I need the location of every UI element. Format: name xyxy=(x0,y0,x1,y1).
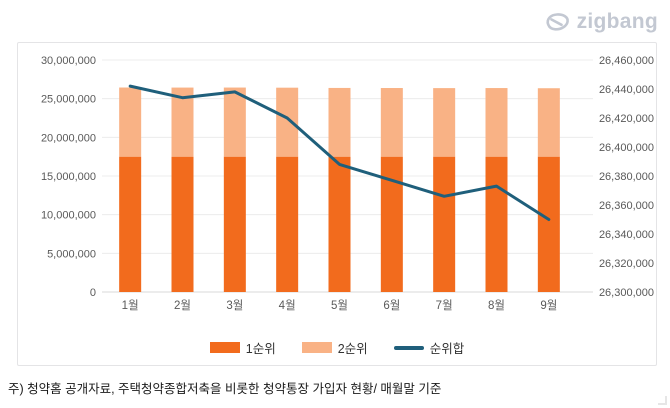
y-axis-right-tick: 26,420,000 xyxy=(599,113,654,125)
y-axis-left-tick: 10,000,000 xyxy=(41,210,96,222)
legend-label: 2순위 xyxy=(337,342,368,356)
y-axis-left-tick: 30,000,000 xyxy=(41,55,96,67)
x-axis-tick: 5월 xyxy=(331,299,348,312)
bar-segment-1순위 xyxy=(380,156,403,292)
subscription-combo-chart: 0 5,000,000 10,000,000 15,000,000 20,000,000… xyxy=(41,55,654,312)
y-axis-left-tick: 20,000,000 xyxy=(41,132,96,144)
bar-segment-2순위 xyxy=(223,87,246,157)
line-series-순위합 xyxy=(128,84,551,221)
x-axis-tick: 8월 xyxy=(488,299,505,312)
y-axis-right-tick: 26,320,000 xyxy=(599,258,654,270)
source-note: 주) 청약홈 공개자료, 주택청약종합저축을 비롯한 청약통장 가입자 현황/ … xyxy=(8,382,442,396)
y-axis-left-tick: 5,000,000 xyxy=(47,248,96,260)
legend-bar-swatch xyxy=(301,342,332,353)
y-axis-left-tick: 15,000,000 xyxy=(41,171,96,183)
bar-segment-2순위 xyxy=(537,88,560,157)
x-axis-tick: 2월 xyxy=(174,299,191,312)
bar-segment-1순위 xyxy=(171,156,194,292)
x-axis-tick: 4월 xyxy=(279,299,296,312)
y-axis-right-tick: 26,400,000 xyxy=(599,142,654,154)
legend-label: 1순위 xyxy=(245,342,276,356)
legend-item-2순위: 2순위 xyxy=(301,338,368,357)
bar-segment-2순위 xyxy=(119,87,142,157)
chart-card: 0 5,000,000 10,000,000 15,000,000 20,000,000… xyxy=(17,42,657,366)
y-axis-right-tick: 26,340,000 xyxy=(599,229,654,241)
bar-segment-1순위 xyxy=(119,156,142,292)
bar-segment-1순위 xyxy=(485,156,508,292)
bar-segment-2순위 xyxy=(276,87,299,157)
bar-segment-2순위 xyxy=(171,87,194,157)
resize-handle[interactable] xyxy=(658,396,667,405)
bar-segment-1순위 xyxy=(276,156,299,292)
x-axis-tick: 9월 xyxy=(540,299,557,312)
bar-segment-1순위 xyxy=(223,156,246,292)
x-axis-tick: 3월 xyxy=(226,299,243,312)
legend-line-swatch xyxy=(393,345,424,350)
y-axis-right-tick: 26,300,000 xyxy=(599,287,654,299)
y-axis-left-tick: 25,000,000 xyxy=(41,94,96,106)
zigbang-logo-icon xyxy=(546,13,569,31)
zigbang-logo: zigbang xyxy=(544,10,658,34)
x-axis-tick: 6월 xyxy=(383,299,400,312)
y-axis-right-tick: 26,380,000 xyxy=(599,171,654,183)
y-axis-right-tick: 26,440,000 xyxy=(599,84,654,96)
zigbang-logo-text: zigbang xyxy=(576,10,658,33)
x-axis-tick: 7월 xyxy=(436,299,453,312)
legend-label: 순위합 xyxy=(429,342,465,356)
legend-bar-swatch xyxy=(209,342,240,353)
y-axis-left-tick: 0 xyxy=(90,287,96,299)
x-axis-tick: 1월 xyxy=(122,299,139,312)
bar-segment-1순위 xyxy=(537,156,560,292)
bar-segment-2순위 xyxy=(485,88,508,157)
legend-item-순위합: 순위합 xyxy=(393,338,465,357)
bar-segment-1순위 xyxy=(433,156,456,292)
y-axis-right-tick: 26,460,000 xyxy=(599,55,654,67)
y-axis-right-tick: 26,360,000 xyxy=(599,200,654,212)
bar-segment-2순위 xyxy=(328,87,351,157)
chart-legend: 1순위 2순위 순위합 xyxy=(18,338,656,357)
bar-segment-2순위 xyxy=(433,88,456,157)
bar-segment-2순위 xyxy=(380,88,403,157)
legend-item-1순위: 1순위 xyxy=(209,338,276,357)
bar-segment-1순위 xyxy=(328,156,351,292)
